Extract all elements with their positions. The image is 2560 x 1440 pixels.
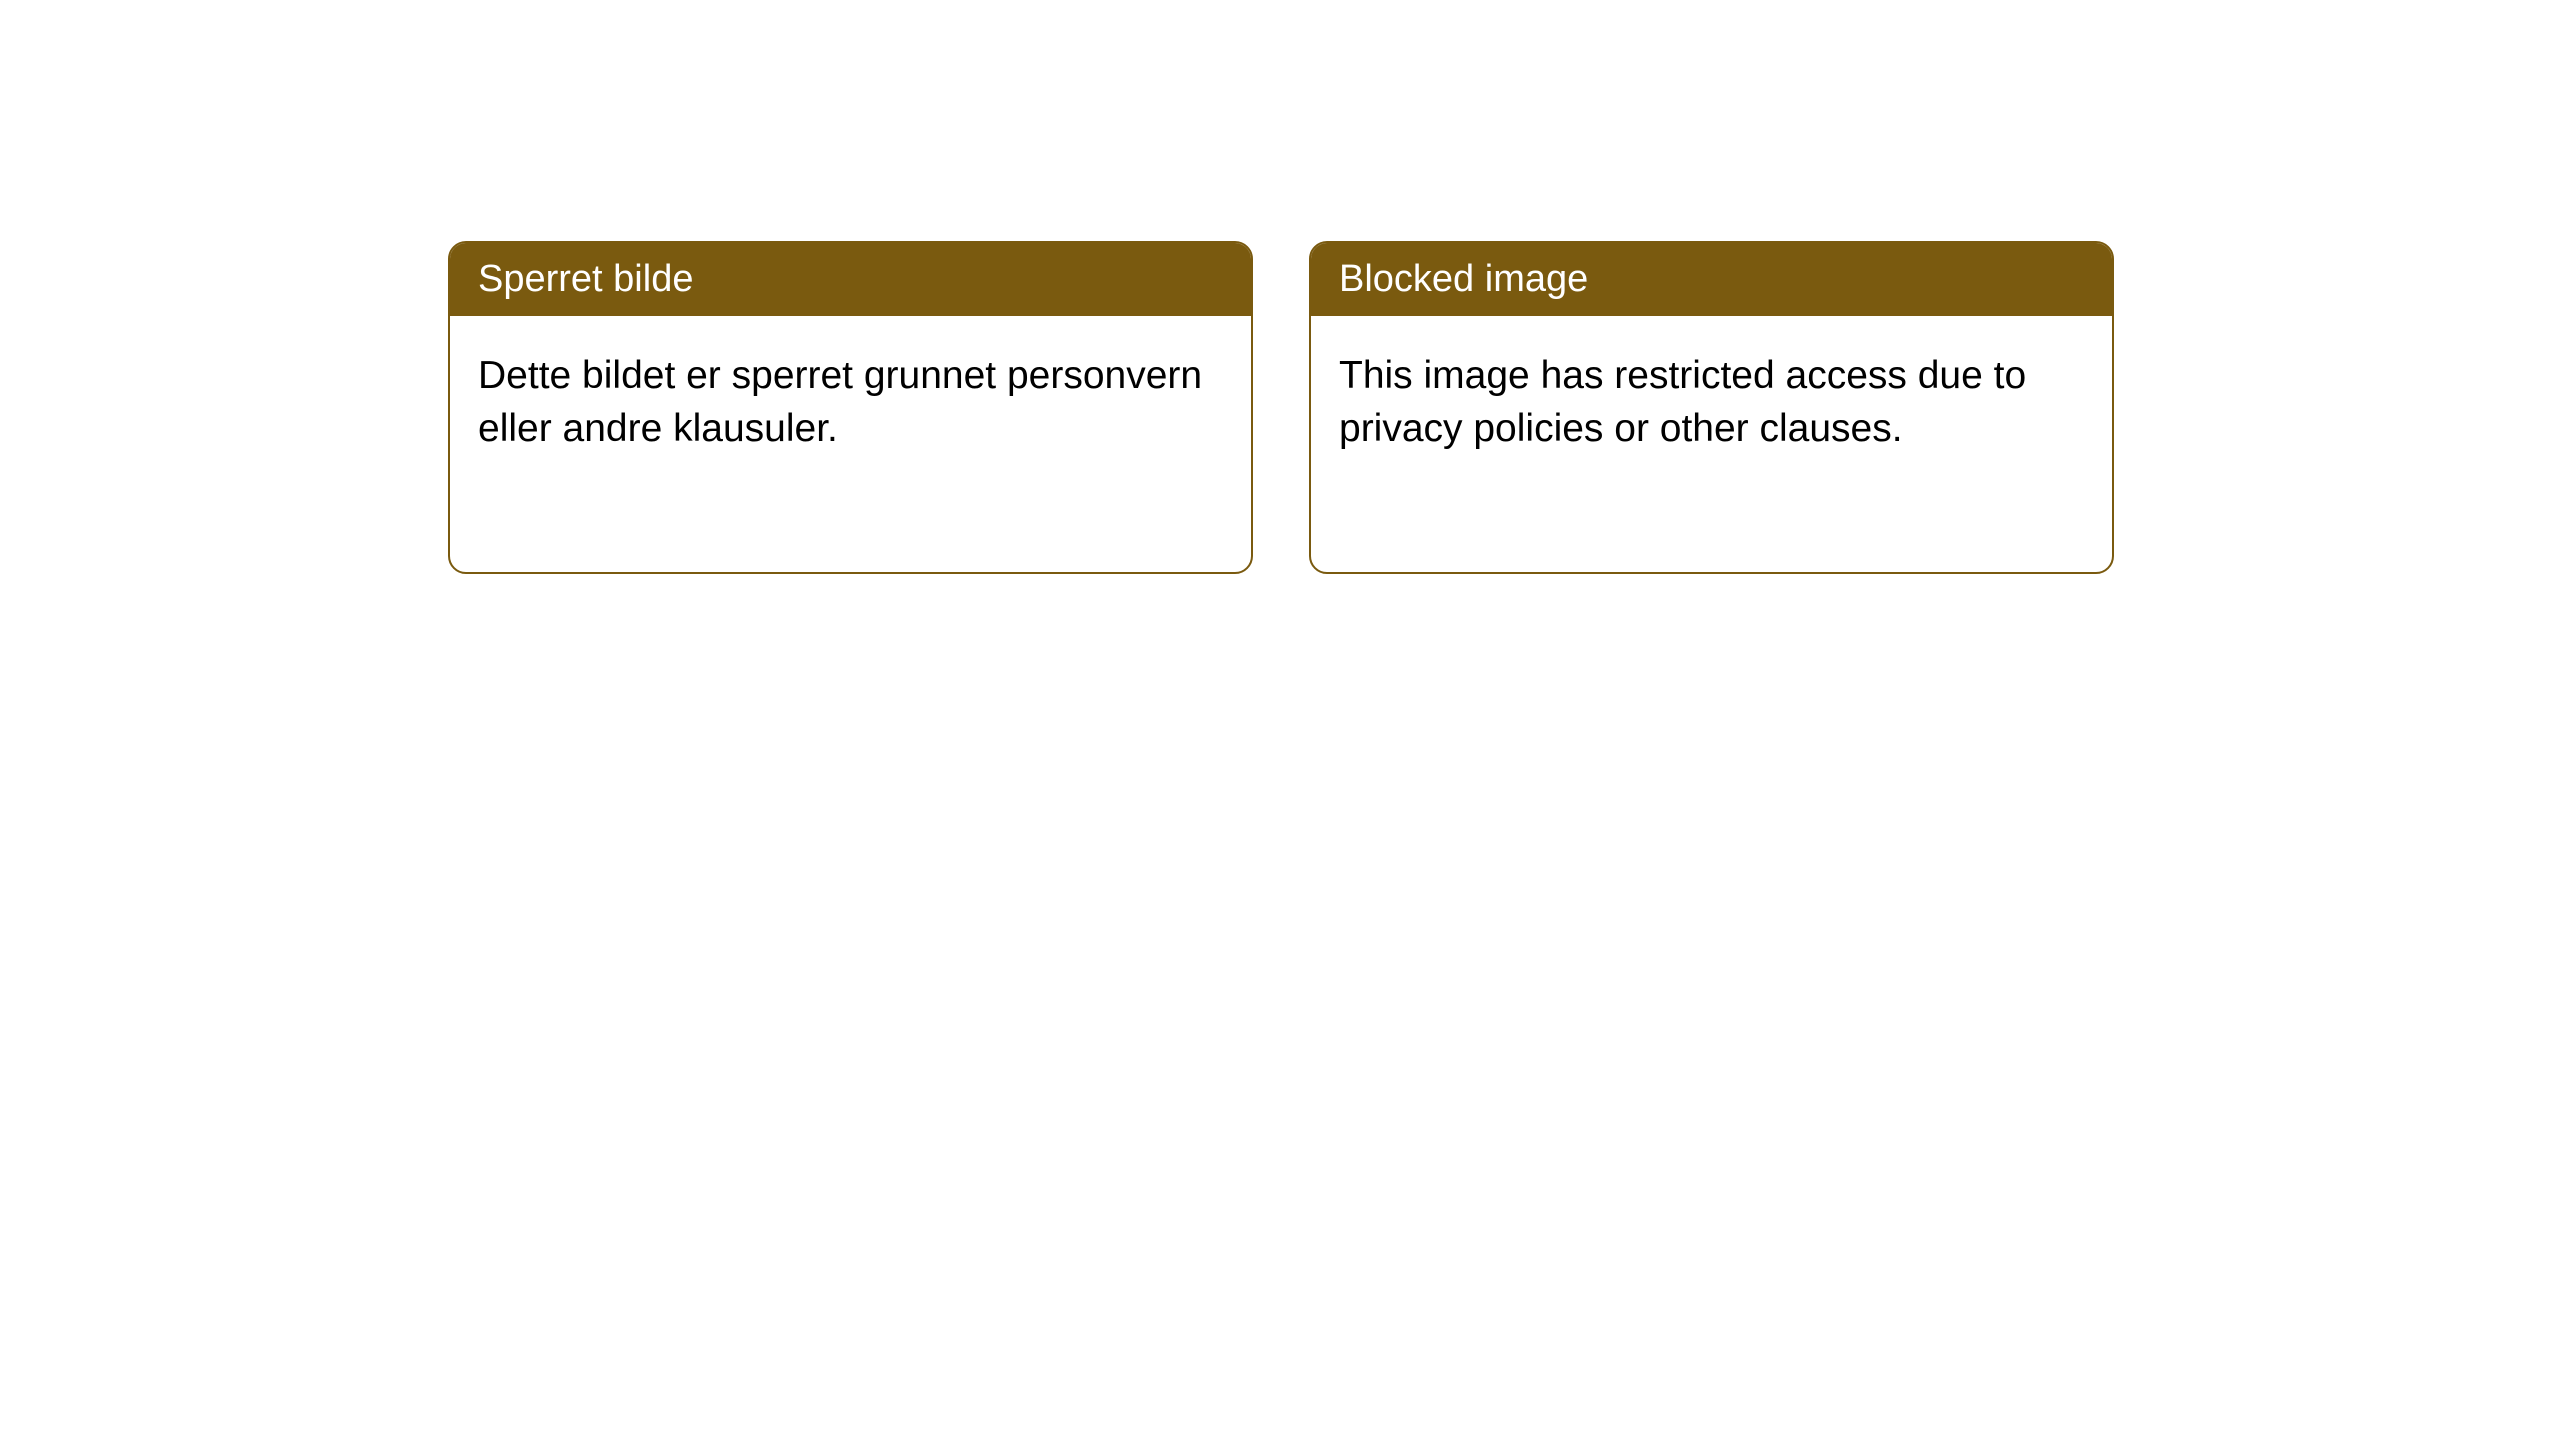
notice-body: Dette bildet er sperret grunnet personve… [450,316,1251,489]
notice-card-english: Blocked image This image has restricted … [1309,241,2114,574]
notice-header: Blocked image [1311,243,2112,316]
notice-body: This image has restricted access due to … [1311,316,2112,489]
notice-container: Sperret bilde Dette bildet er sperret gr… [448,241,2114,574]
notice-card-norwegian: Sperret bilde Dette bildet er sperret gr… [448,241,1253,574]
notice-header: Sperret bilde [450,243,1251,316]
